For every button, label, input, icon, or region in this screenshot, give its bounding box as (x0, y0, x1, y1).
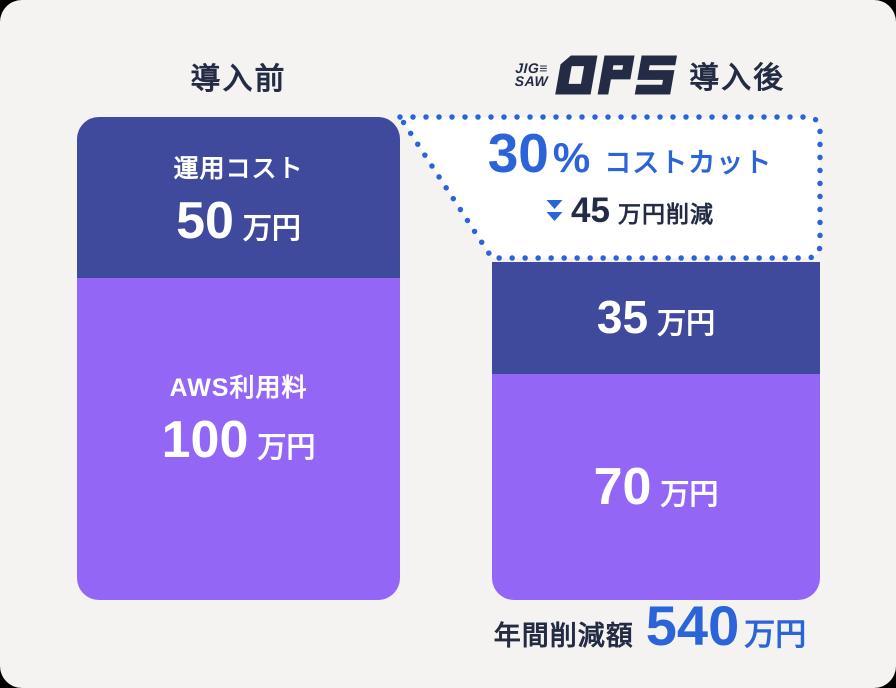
after-operation-amount: 35 (596, 291, 649, 343)
reduction-label: 万円削減 (617, 201, 714, 227)
jigsaw-ops-logo: JIG≡ SAW (514, 53, 678, 97)
operation-cost-unit: 万円 (242, 212, 301, 245)
after-title: 導入後 (689, 62, 786, 95)
cost-cut-percent: 30 (487, 122, 549, 184)
after-operation-value: 35 万円 (597, 294, 715, 342)
reduction-amount: 45 (571, 191, 610, 230)
operation-cost-value: 50 万円 (176, 195, 301, 247)
after-operation-unit: 万円 (657, 308, 716, 340)
cost-cut-row: 30 % コストカット (450, 126, 810, 181)
before-title: 導入前 (190, 63, 287, 96)
after-aws-amount: 70 (593, 458, 652, 516)
aws-fee-value: 100 万円 (162, 414, 316, 466)
before-operation-segment: 運用コスト 50 万円 (77, 117, 400, 278)
ops-logo-icon (555, 55, 678, 95)
before-bar: 運用コスト 50 万円 AWS利用料 100 万円 (77, 117, 400, 600)
aws-fee-amount: 100 (161, 411, 249, 469)
annual-savings-value: 540 万円 (646, 598, 806, 654)
before-aws-segment: AWS利用料 100 万円 (77, 278, 400, 600)
after-aws-value: 70 万円 (594, 461, 719, 513)
double-down-arrow-icon (546, 199, 563, 223)
after-header: JIG≡ SAW 導入後 (440, 46, 860, 104)
annual-savings-amount: 540 (645, 594, 740, 657)
operation-cost-label: 運用コスト (173, 154, 304, 183)
annual-savings-unit: 万円 (744, 617, 807, 652)
annual-savings-label: 年間削減額 (493, 621, 634, 651)
savings-funnel (397, 114, 823, 261)
operation-cost-amount: 50 (176, 191, 234, 250)
after-aws-unit: 万円 (660, 479, 719, 511)
after-operation-segment: 35 万円 (492, 262, 820, 374)
annual-savings: 年間削減額 540 万円 (450, 598, 850, 654)
reduction-row: 45 万円削減 (450, 193, 810, 229)
after-aws-segment: 70 万円 (492, 374, 820, 600)
cost-cut-percent-sign: % (552, 134, 591, 181)
aws-fee-label: AWS利用料 (169, 374, 308, 402)
savings-funnel-outline (397, 114, 823, 261)
jigsaw-wordmark: JIG≡ SAW (514, 60, 549, 89)
aws-fee-unit: 万円 (257, 432, 316, 464)
jigsaw-wordmark-line2: SAW (514, 73, 549, 89)
cost-cut-label: コストカット (604, 148, 773, 178)
after-bar: 35 万円 70 万円 (492, 262, 820, 600)
cost-cut-callout: 30 % コストカット 45 万円削減 (450, 126, 810, 229)
